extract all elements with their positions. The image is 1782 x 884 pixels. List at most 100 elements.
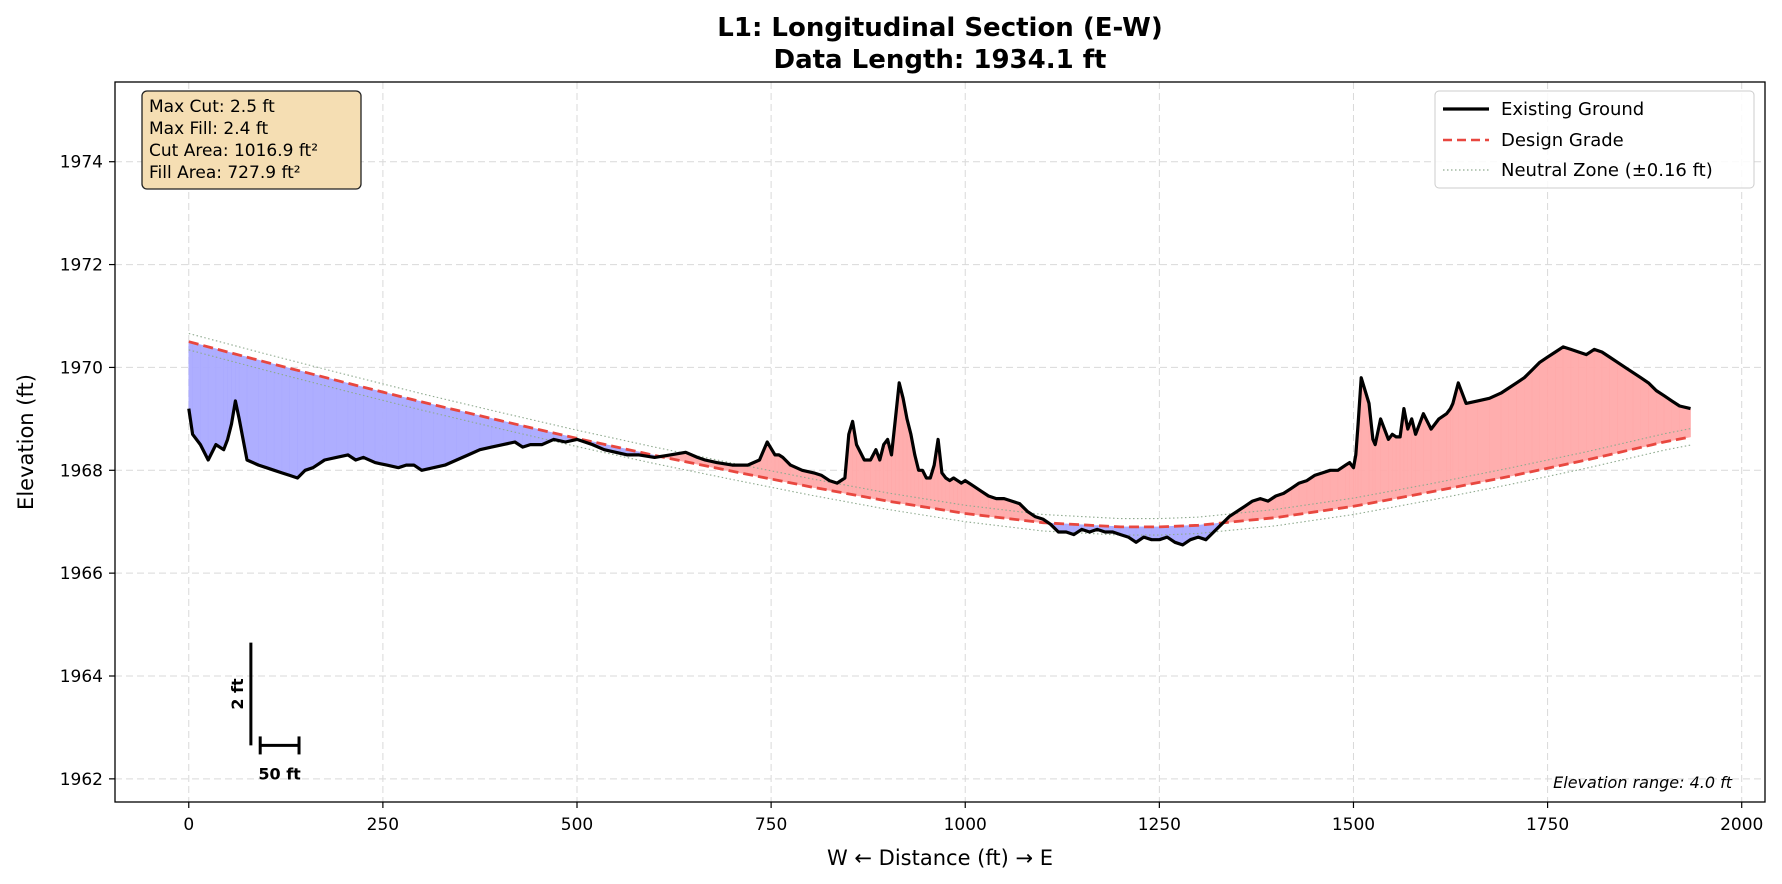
fill-area-segment xyxy=(1392,433,1397,500)
fill-area-segment xyxy=(1570,348,1579,464)
chart-title: L1: Longitudinal Section (E-W) xyxy=(717,13,1162,43)
fill-area-segment xyxy=(1500,387,1510,479)
cut-area-segment xyxy=(192,342,201,446)
fill-area-segment xyxy=(1617,361,1626,454)
x-tick-label: 1250 xyxy=(1138,815,1181,835)
fill-area-segment xyxy=(774,454,780,481)
fill-area-segment xyxy=(1345,462,1350,508)
cut-area-segment xyxy=(223,350,228,450)
y-tick-label: 1970 xyxy=(60,358,103,378)
x-tick-label: 1000 xyxy=(944,815,987,835)
plot-frame xyxy=(114,81,1766,803)
cut-area-segment xyxy=(304,371,314,471)
fill-area-segment xyxy=(1539,356,1548,471)
legend-label-design-grade: Design Grade xyxy=(1501,130,1624,151)
existing-ground-line xyxy=(187,345,1691,547)
fill-area-segment xyxy=(1516,377,1525,476)
fill-area-segment xyxy=(949,477,954,512)
fill-area-segment xyxy=(1372,439,1376,504)
cut-area-segment xyxy=(289,367,298,479)
fill-area-segment xyxy=(1547,351,1556,469)
y-tick-label: 1974 xyxy=(60,153,103,173)
fill-area-segment xyxy=(1508,382,1517,477)
fill-area-segment xyxy=(918,469,923,508)
fill-area-segment xyxy=(1663,395,1673,443)
x-tick-label: 250 xyxy=(367,815,399,835)
cut-area-segment xyxy=(405,397,415,466)
fill-area-segment xyxy=(957,480,962,514)
fill-area-segment xyxy=(1322,469,1331,512)
x-tick-label: 1750 xyxy=(1526,815,1569,835)
cut-area-segment xyxy=(398,395,407,469)
fill-area-segment xyxy=(1578,351,1587,462)
fill-area-segment xyxy=(945,477,951,512)
stats-fill-area: Fill Area: 727.9 ft² xyxy=(149,163,301,183)
x-tick-label: 1500 xyxy=(1332,815,1375,835)
series-lines xyxy=(187,332,1691,547)
cut-area-segment xyxy=(297,369,306,479)
axis-ticks: 0 250 500 750 1000 1250 1500 1750 2000 1962 1964 19… xyxy=(60,153,1764,835)
fill-area-segment xyxy=(1446,407,1451,490)
legend-background xyxy=(1434,90,1755,189)
stats-box: Max Cut: 2.5 ft Max Fill: 2.4 ft Cut Are… xyxy=(141,90,362,190)
cut-area-segment xyxy=(258,359,267,469)
fill-area-segment xyxy=(1337,464,1346,509)
x-tick-label: 2000 xyxy=(1720,815,1763,835)
neutral-zone-upper-line xyxy=(188,332,1691,520)
fill-area-segment xyxy=(1640,377,1649,448)
fill-area-segment xyxy=(1624,366,1634,452)
y-tick-label: 1962 xyxy=(60,770,103,790)
stats-max-fill: Max Fill: 2.4 ft xyxy=(149,119,269,139)
fill-area-segment xyxy=(1314,472,1323,513)
cut-area-segment xyxy=(456,409,469,461)
y-tick-label: 1972 xyxy=(60,256,103,276)
legend-label-neutral-zone: Neutral Zone (±0.16 ft) xyxy=(1501,160,1713,181)
fill-area-segment xyxy=(1329,469,1339,511)
cut-area-segment xyxy=(281,365,291,476)
scale-bar-horizontal-label: 50 ft xyxy=(258,764,301,783)
fill-area-segment xyxy=(1679,405,1691,440)
cut-area-segment xyxy=(444,407,457,466)
cut-area-segment xyxy=(207,346,217,461)
fill-area-segment xyxy=(1555,346,1564,467)
design-grade-line xyxy=(188,340,1691,529)
cut-area-segment xyxy=(491,418,504,448)
cut-area-segment xyxy=(374,389,388,466)
fill-area-segment xyxy=(1531,361,1541,472)
fill-area-segment xyxy=(863,459,871,499)
fill-area-segment xyxy=(1388,433,1393,501)
fill-area-segment xyxy=(1349,461,1354,508)
stats-max-cut: Max Cut: 2.5 ft xyxy=(149,97,275,117)
x-axis-label: W ← Distance (ft) → E xyxy=(827,846,1053,870)
scale-bar: 2 ft 50 ft xyxy=(228,642,301,783)
cut-area-segment xyxy=(335,379,349,458)
cut-area-segment xyxy=(355,384,364,461)
y-tick-label: 1964 xyxy=(60,667,103,687)
legend-label-existing-ground: Existing Ground xyxy=(1501,99,1644,120)
cut-area-segment xyxy=(413,399,423,471)
cut-area-segment xyxy=(215,348,224,451)
cut-area-segment xyxy=(421,401,434,471)
cut-area-segment xyxy=(347,382,357,461)
fill-area-segment xyxy=(953,477,958,513)
cut-area-segment xyxy=(1151,526,1160,541)
scale-bar-vertical-label: 2 ft xyxy=(228,678,247,710)
stats-box-background xyxy=(141,90,362,190)
cut-area-segment xyxy=(467,412,481,456)
fill-area-segment xyxy=(1632,372,1642,450)
fill-area-segment xyxy=(1298,480,1308,515)
cut-area-segment xyxy=(246,356,259,466)
cut-area-segment xyxy=(433,404,446,469)
stats-cut-area: Cut Area: 1016.9 ft² xyxy=(149,141,318,161)
fill-area-segment xyxy=(1524,369,1533,474)
x-tick-label: 500 xyxy=(561,815,593,835)
fill-area-segment xyxy=(995,498,1005,519)
fill-area-segment xyxy=(1601,351,1610,457)
elevation-range-note: Elevation range: 4.0 ft xyxy=(1553,773,1733,792)
x-tick-label: 0 xyxy=(183,815,194,835)
fill-area-segment xyxy=(926,477,931,509)
cut-area-segment xyxy=(312,373,325,469)
chart-subtitle: Data Length: 1934.1 ft xyxy=(774,45,1107,75)
